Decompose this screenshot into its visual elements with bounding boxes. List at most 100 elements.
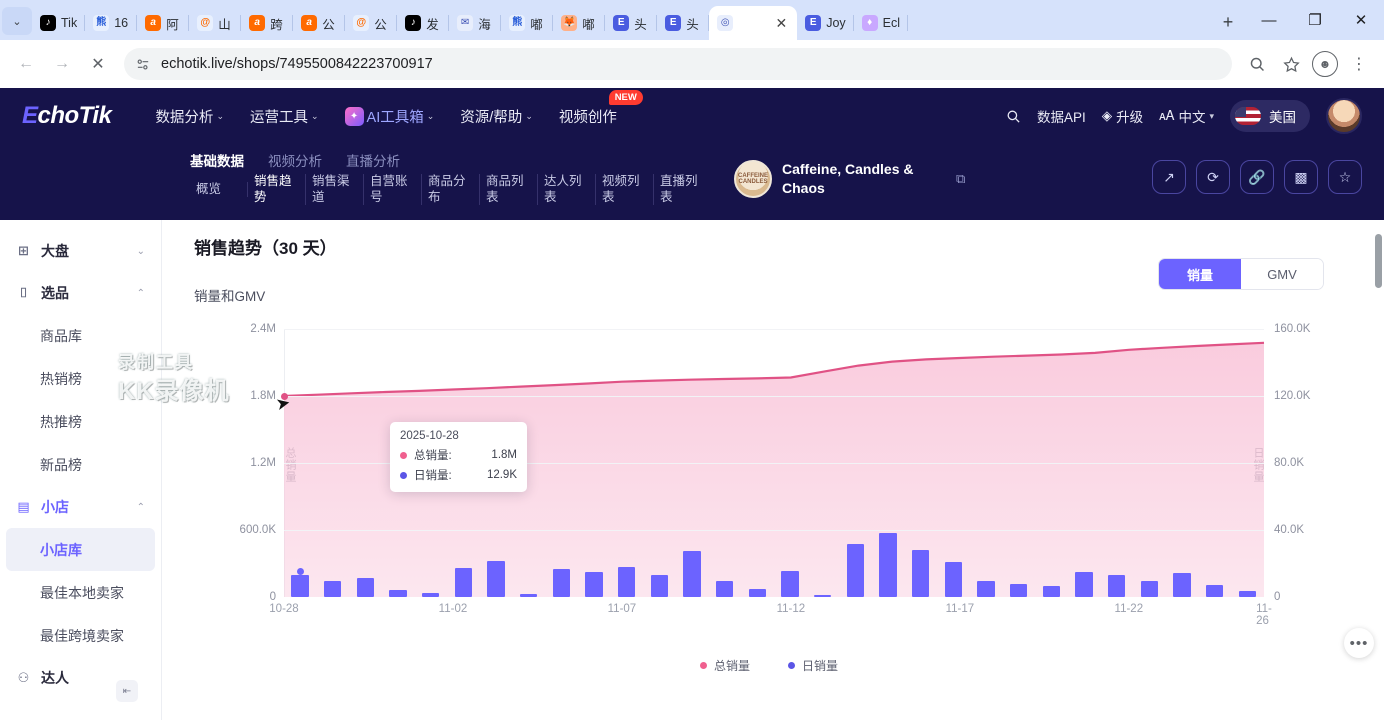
nav-item-1[interactable]: 运营工具 ⌄ xyxy=(250,106,319,127)
nav-item-2[interactable]: ✦ AI工具箱 ⌄ xyxy=(344,106,434,127)
minimize-button[interactable]: — xyxy=(1261,11,1277,29)
user-avatar[interactable] xyxy=(1326,98,1362,134)
tab-gmv[interactable]: GMV xyxy=(1241,259,1323,289)
bar-16[interactable] xyxy=(813,595,832,597)
tab-list-chevron-icon[interactable]: ⌄ xyxy=(2,7,32,35)
secondary-tab-4[interactable]: 商品分布 xyxy=(422,174,480,206)
secondary-tab-8[interactable]: 直播列表 xyxy=(660,174,698,204)
bar-2[interactable] xyxy=(356,577,375,597)
sidebar-item-2-2[interactable]: 最佳跨境卖家 xyxy=(40,627,124,644)
bar-14[interactable] xyxy=(748,588,767,597)
maximize-button[interactable]: ❐ xyxy=(1308,12,1322,29)
open-external-button[interactable]: ↗ xyxy=(1152,160,1186,194)
sidebar-item-2-1[interactable]: 最佳本地卖家 xyxy=(40,584,124,601)
nav-item-3[interactable]: 资源/帮助 ⌄ xyxy=(460,106,533,127)
sidebar-group-1[interactable]: ⌷ 选品 ⌃ xyxy=(0,272,161,314)
back-button[interactable]: ← xyxy=(18,55,34,72)
secondary-tab-7[interactable]: 视频列表 xyxy=(596,174,654,206)
address-bar[interactable]: echotik.live/shops/7495500842223700917 xyxy=(124,48,1232,80)
browser-tab[interactable]: ♪ 发 xyxy=(397,6,450,40)
nav-item-4[interactable]: 视频创作 NEW xyxy=(559,89,643,127)
bar-23[interactable] xyxy=(1042,586,1061,597)
favorite-button[interactable]: ☆ xyxy=(1328,160,1362,194)
browser-tab[interactable]: E Joy xyxy=(797,6,854,40)
qr-code-button[interactable]: ▩ xyxy=(1284,160,1318,194)
legend-item-total[interactable]: 总销量 xyxy=(699,657,750,674)
forward-button[interactable]: → xyxy=(54,55,70,72)
browser-tab[interactable]: 🦊 嘟 xyxy=(553,6,606,40)
copy-icon[interactable]: ⧉ xyxy=(956,171,966,186)
sidebar-group-0[interactable]: ⊞ 大盘 ⌄ xyxy=(0,230,161,272)
sidebar-item-2-0[interactable]: 小店库 xyxy=(6,528,155,571)
browser-tab[interactable]: ♪ Tik xyxy=(32,6,86,40)
bar-20[interactable] xyxy=(944,561,963,597)
primary-tab-0[interactable]: 基础数据 xyxy=(190,154,244,169)
secondary-tab-2[interactable]: 销售渠道 xyxy=(306,174,364,206)
browser-tab[interactable]: 熊 16 xyxy=(85,6,138,40)
scrollbar-thumb[interactable] xyxy=(1375,234,1382,288)
bar-27[interactable] xyxy=(1173,572,1191,597)
sidebar-item-1-1[interactable]: 热销榜 xyxy=(40,370,82,387)
new-tab-button[interactable]: + xyxy=(1222,11,1234,32)
close-window-button[interactable]: ✕ xyxy=(1354,12,1368,29)
bar-12[interactable] xyxy=(683,550,701,597)
bar-24[interactable] xyxy=(1075,571,1093,597)
secondary-tab-3[interactable]: 自营账号 xyxy=(364,174,422,206)
secondary-tab-5[interactable]: 商品列表 xyxy=(480,174,538,206)
browser-menu-icon[interactable]: ⋮ xyxy=(1351,56,1367,73)
bar-3[interactable] xyxy=(389,589,407,597)
data-api-link[interactable]: 数据API xyxy=(1037,110,1086,125)
bar-0[interactable] xyxy=(291,575,309,597)
sidebar-group-2[interactable]: ▤ 小店 ⌃ xyxy=(0,486,161,528)
legend-item-daily[interactable]: 日销量 xyxy=(788,657,838,674)
content-scrollbar[interactable] xyxy=(1375,220,1382,720)
bar-19[interactable] xyxy=(911,549,930,597)
tab-sales-volume[interactable]: 销量 xyxy=(1159,259,1241,289)
stop-loading-button[interactable]: ✕ xyxy=(91,56,105,73)
chart-plot-area[interactable]: 总销量 日销量 0600.0K1.2M1.8M2.4M040.0K80.0K12… xyxy=(240,323,1311,627)
browser-tab[interactable]: ✉ 海 xyxy=(449,6,502,40)
bar-1[interactable] xyxy=(323,580,342,597)
search-icon[interactable] xyxy=(1006,109,1021,124)
secondary-tab-1[interactable]: 销售趋势 xyxy=(248,174,306,206)
bar-10[interactable] xyxy=(617,567,636,597)
secondary-tab-0[interactable]: 概览 xyxy=(190,181,248,198)
secondary-tab-6[interactable]: 达人列表 xyxy=(538,174,596,206)
bar-17[interactable] xyxy=(846,544,865,597)
bar-29[interactable] xyxy=(1238,590,1257,597)
bookmark-star-icon[interactable] xyxy=(1276,49,1306,79)
profile-avatar-icon[interactable]: ☻ xyxy=(1310,49,1340,79)
bar-8[interactable] xyxy=(552,568,571,597)
sidebar-item-1-0[interactable]: 商品库 xyxy=(40,327,82,344)
upgrade-link[interactable]: ◈ 升级 xyxy=(1102,106,1143,126)
site-info-icon[interactable] xyxy=(136,57,151,72)
bar-4[interactable] xyxy=(421,592,440,597)
zoom-search-icon[interactable] xyxy=(1242,49,1272,79)
bar-7[interactable] xyxy=(519,594,538,597)
bar-18[interactable] xyxy=(879,533,897,597)
primary-tab-2[interactable]: 直播分析 xyxy=(346,154,400,169)
close-tab-icon[interactable]: ✕ xyxy=(775,15,788,31)
browser-tab-active[interactable]: ◎ ✕ xyxy=(709,6,798,40)
language-selector[interactable]: 🗚 中文 ▾ xyxy=(1159,106,1214,126)
collapse-sidebar-icon[interactable]: ⇤ xyxy=(116,680,138,702)
sidebar-group-3[interactable]: ⚇ 达人 xyxy=(0,657,161,699)
bar-5[interactable] xyxy=(454,568,473,597)
bar-26[interactable] xyxy=(1140,581,1159,597)
nav-item-0[interactable]: 数据分析 ⌄ xyxy=(155,106,224,127)
bar-11[interactable] xyxy=(650,575,669,597)
bar-15[interactable] xyxy=(781,571,799,597)
bar-25[interactable] xyxy=(1107,575,1126,597)
bar-21[interactable] xyxy=(977,580,995,597)
sidebar-item-1-2[interactable]: 热推榜 xyxy=(40,413,82,430)
refresh-button[interactable]: ⟳ xyxy=(1196,160,1230,194)
browser-tab[interactable]: 熊嘟 xyxy=(501,6,554,40)
primary-tab-1[interactable]: 视频分析 xyxy=(268,154,322,169)
link-button[interactable]: 🔗 xyxy=(1240,160,1274,194)
browser-tab[interactable]: @ 山 xyxy=(189,6,242,40)
echotik-logo[interactable]: EchoTik xyxy=(22,102,112,129)
